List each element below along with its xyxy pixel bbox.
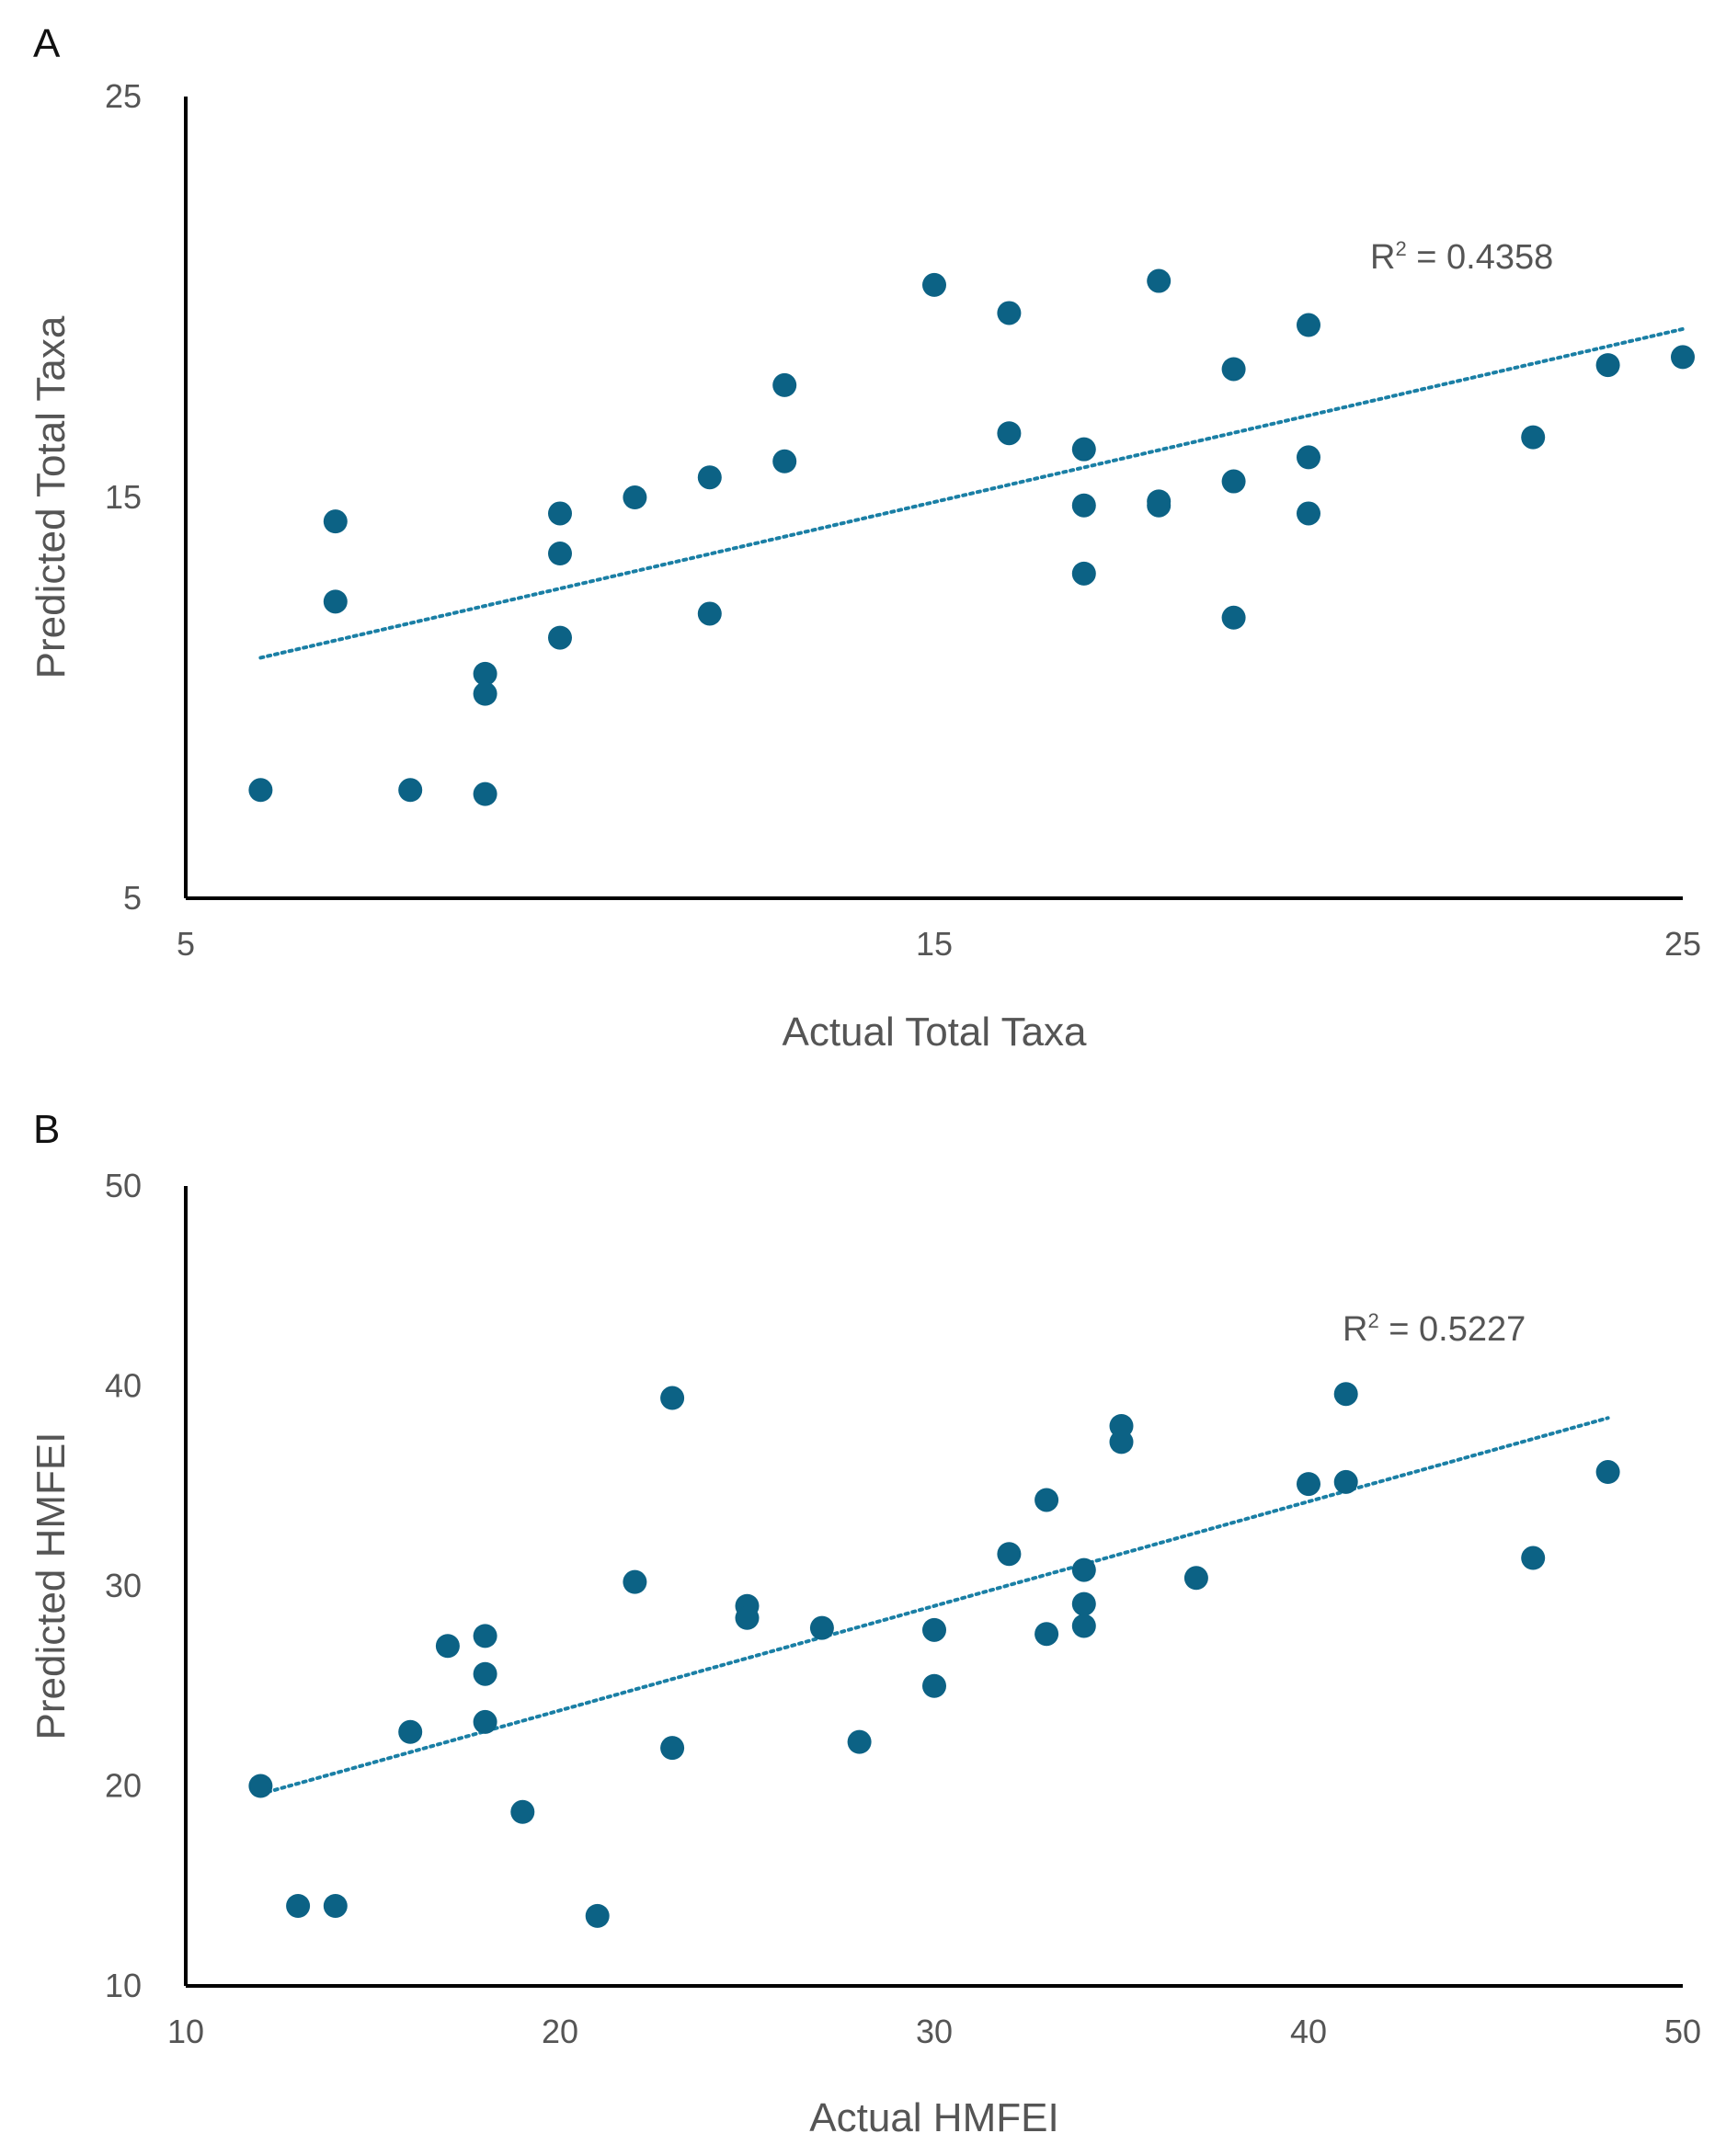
x-tick-label: 25 — [1664, 925, 1701, 963]
panel-label: A — [33, 21, 61, 66]
data-point — [248, 778, 273, 803]
data-point — [922, 1673, 946, 1698]
data-point — [1109, 1430, 1134, 1454]
data-point — [1147, 268, 1172, 293]
x-axis-title: Actual HMFEI — [809, 2095, 1058, 2140]
x-tick-label: 10 — [167, 2013, 204, 2050]
data-point — [1221, 469, 1246, 494]
y-tick-label: 5 — [123, 879, 142, 917]
data-point — [1071, 1591, 1096, 1616]
y-tick-label: 10 — [105, 1967, 142, 2004]
data-point — [997, 301, 1022, 325]
data-point — [323, 1894, 348, 1918]
data-point — [660, 1386, 685, 1410]
data-point — [772, 372, 797, 397]
data-point — [1221, 357, 1246, 382]
data-point — [1071, 437, 1096, 462]
x-tick-label: 40 — [1290, 2013, 1327, 2050]
data-point — [772, 449, 797, 473]
data-point — [510, 1799, 535, 1824]
data-point — [1147, 493, 1172, 518]
x-tick-label: 5 — [177, 925, 195, 963]
x-axis-title: Actual Total Taxa — [782, 1010, 1087, 1055]
data-point — [697, 601, 722, 626]
trendline — [258, 326, 1685, 660]
data-point — [398, 778, 423, 803]
data-point — [660, 1736, 685, 1761]
data-point — [473, 681, 497, 706]
data-point — [735, 1605, 760, 1630]
data-point — [1297, 313, 1320, 337]
data-point — [1671, 345, 1695, 370]
y-tick-label: 50 — [105, 1167, 142, 1204]
chart-panel-b: B 10 20 30 40 50 10 20 30 40 50 Actual HMFEI Pred… — [29, 1107, 1701, 2140]
y-tick-label: 15 — [105, 478, 142, 516]
data-point — [1297, 1472, 1320, 1497]
data-point — [473, 781, 497, 806]
chart-panel-a: A 5 15 25 5 15 25 Actual Total Taxa Predicted… — [29, 21, 1701, 1055]
data-point — [1183, 1566, 1208, 1591]
data-point — [323, 509, 348, 534]
data-point — [847, 1729, 872, 1754]
data-point — [286, 1894, 311, 1918]
data-point — [922, 1617, 946, 1642]
y-tick-label: 30 — [105, 1567, 142, 1604]
data-point — [997, 421, 1022, 446]
data-point — [1333, 1469, 1358, 1494]
data-point — [1071, 1614, 1096, 1638]
y-tick-label: 40 — [105, 1367, 142, 1405]
data-point — [623, 1569, 647, 1594]
data-point — [473, 1624, 497, 1648]
data-point — [585, 1903, 610, 1928]
x-tick-label: 30 — [916, 2013, 953, 2050]
data-point — [1595, 1460, 1620, 1485]
y-tick-label: 20 — [105, 1767, 142, 1805]
y-tick-label: 25 — [105, 77, 142, 115]
data-point — [1034, 1622, 1059, 1647]
data-point — [248, 1774, 273, 1798]
trendline — [258, 1416, 1610, 1797]
data-point — [1297, 445, 1320, 470]
data-point — [697, 465, 722, 490]
data-point — [997, 1542, 1022, 1567]
data-point — [1595, 353, 1620, 378]
data-point — [398, 1719, 423, 1744]
data-point — [1221, 605, 1246, 630]
data-point — [922, 272, 946, 297]
data-point — [548, 501, 572, 526]
data-point — [1297, 501, 1320, 526]
r-squared-annotation: R2 = 0.4358 — [1370, 237, 1553, 277]
data-point — [1333, 1382, 1358, 1407]
x-tick-label: 20 — [542, 2013, 578, 2050]
data-point — [435, 1634, 460, 1659]
data-point — [548, 542, 572, 566]
data-point — [473, 661, 497, 686]
data-point — [1071, 1557, 1096, 1582]
data-point — [1071, 561, 1096, 586]
data-point — [1521, 425, 1546, 450]
data-point — [1521, 1546, 1546, 1570]
y-axis-title: Predicted Total Taxa — [29, 315, 74, 679]
data-point — [1034, 1488, 1059, 1512]
data-point — [548, 625, 572, 650]
data-point — [323, 589, 348, 614]
data-point — [473, 1661, 497, 1686]
x-tick-label: 50 — [1664, 2013, 1701, 2050]
data-point — [623, 485, 647, 509]
data-point — [1071, 493, 1096, 518]
y-axis-title: Predicted HMFEI — [29, 1432, 74, 1740]
x-tick-label: 15 — [916, 925, 953, 963]
data-point — [473, 1709, 497, 1734]
panel-label: B — [33, 1107, 60, 1152]
r-squared-annotation: R2 = 0.5227 — [1343, 1309, 1526, 1349]
data-point — [809, 1615, 834, 1640]
